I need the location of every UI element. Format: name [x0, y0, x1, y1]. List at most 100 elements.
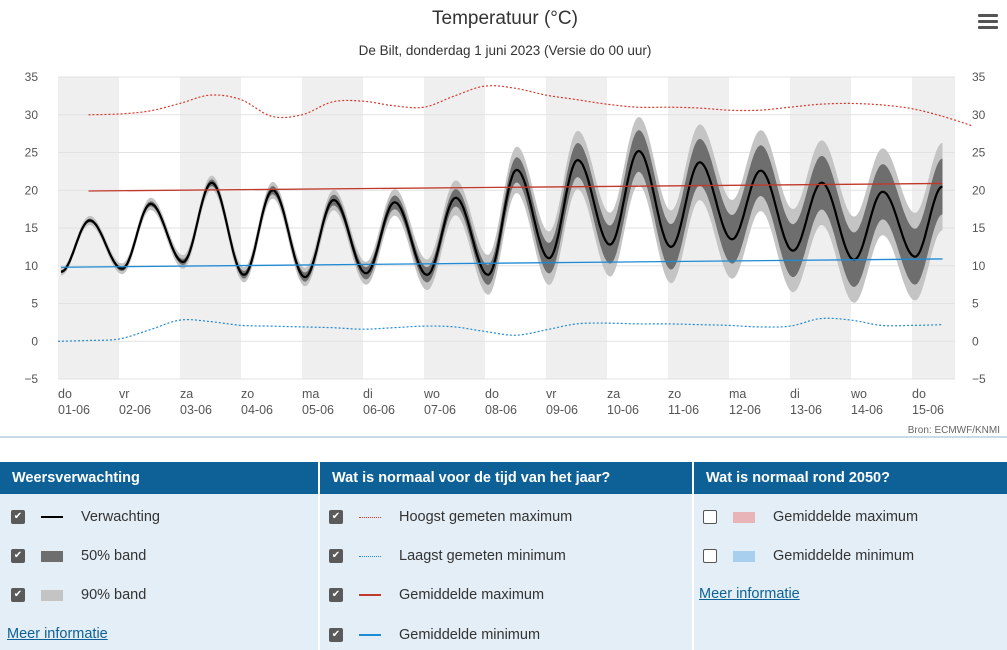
x-tick-day: do	[912, 387, 926, 401]
x-tick-date: 08-06	[485, 403, 517, 417]
forecast-line	[60, 149, 943, 279]
y-tick-label-left: 25	[25, 146, 39, 160]
legend-item-record-min[interactable]: ✔ Laagst gemeten minimum	[329, 546, 566, 566]
y-tick-label-left: 10	[25, 259, 39, 273]
normal-legend-header: Wat is normaal voor de tijd van het jaar…	[320, 462, 692, 494]
forecast-legend-header: Weersverwachting	[0, 462, 318, 494]
x-tick-date: 03-06	[180, 403, 212, 417]
band90-area	[61, 117, 943, 303]
normal-min-checkbox[interactable]: ✔	[329, 628, 343, 642]
x-tick-date: 13-06	[790, 403, 822, 417]
y-tick-label-left: 30	[25, 108, 39, 122]
legend-item-verwachting[interactable]: ✔ Verwachting	[11, 507, 160, 527]
x-tick-day: za	[180, 387, 193, 401]
x-tick-date: 05-06	[302, 403, 334, 417]
y-tick-label-right: 15	[972, 221, 986, 235]
band90-swatch	[41, 588, 67, 602]
x-tick-date: 12-06	[729, 403, 761, 417]
future-legend-panel: Wat is normaal rond 2050? Gemiddelde max…	[694, 462, 1007, 650]
x-tick-date: 10-06	[607, 403, 639, 417]
x-tick-day: wo	[423, 387, 440, 401]
y-tick-label-right: 0	[972, 334, 979, 348]
legend-item-future-min[interactable]: Gemiddelde minimum	[703, 546, 914, 566]
y-tick-label-right: 25	[972, 146, 986, 160]
legend-label: Laagst gemeten minimum	[399, 548, 566, 564]
verwachting-swatch	[41, 510, 67, 524]
chart-subtitle: De Bilt, donderdag 1 juni 2023 (Versie d…	[359, 43, 652, 58]
band50-area	[61, 130, 943, 287]
x-tick-date: 01-06	[58, 403, 90, 417]
x-tick-day: zo	[241, 387, 254, 401]
legend-label: Gemiddelde maximum	[399, 587, 545, 603]
y-tick-label-left: 35	[25, 70, 39, 84]
legend: Weersverwachting ✔ Verwachting ✔ 50% ban…	[0, 462, 1007, 650]
x-tick-date: 09-06	[546, 403, 578, 417]
x-tick-date: 06-06	[363, 403, 395, 417]
legend-label: Verwachting	[81, 509, 160, 525]
legend-item-normal-max[interactable]: ✔ Gemiddelde maximum	[329, 585, 544, 605]
normal-min-line	[61, 258, 943, 268]
x-tick-day: za	[607, 387, 620, 401]
record-max-line	[88, 85, 974, 127]
band90-checkbox[interactable]: ✔	[11, 588, 25, 602]
y-tick-label-right: 10	[972, 259, 986, 273]
record-max-checkbox[interactable]: ✔	[329, 510, 343, 524]
normal-legend-panel: Wat is normaal voor de tijd van het jaar…	[320, 462, 692, 650]
future-min-swatch	[733, 549, 759, 563]
normal-min-swatch	[359, 628, 385, 642]
chart-source: Bron: ECMWF/KNMI	[908, 425, 1000, 436]
x-tick-day: zo	[668, 387, 681, 401]
y-tick-label-left: 15	[25, 221, 39, 235]
x-tick-day: ma	[302, 387, 319, 401]
legend-label: 50% band	[81, 548, 147, 564]
legend-label: Gemiddelde minimum	[399, 627, 541, 643]
y-tick-label-right: 5	[972, 297, 979, 311]
legend-item-record-max[interactable]: ✔ Hoogst gemeten maximum	[329, 507, 572, 527]
temperature-chart: Temperatuur (°C) De Bilt, donderdag 1 jun…	[0, 8, 1007, 438]
chart-title: Temperatuur (°C)	[432, 8, 578, 29]
future-legend-header: Wat is normaal rond 2050?	[694, 462, 1007, 494]
future-min-checkbox[interactable]	[703, 549, 717, 563]
x-tick-date: 15-06	[912, 403, 944, 417]
x-tick-date: 14-06	[851, 403, 883, 417]
y-tick-label-right: −5	[972, 372, 986, 386]
record-min-line	[57, 317, 943, 342]
x-tick-day: ma	[729, 387, 746, 401]
legend-label: Gemiddelde maximum	[773, 509, 919, 525]
y-tick-label-left: −5	[24, 372, 38, 386]
y-tick-label-left: 5	[31, 297, 38, 311]
normal-max-swatch	[359, 588, 385, 602]
y-tick-label-right: 30	[972, 108, 986, 122]
normal-max-checkbox[interactable]: ✔	[329, 588, 343, 602]
legend-item-future-max[interactable]: Gemiddelde maximum	[703, 507, 918, 527]
x-tick-day: vr	[546, 387, 556, 401]
x-tick-day: do	[485, 387, 499, 401]
x-tick-day: di	[363, 387, 373, 401]
normal-max-line	[88, 182, 943, 192]
x-tick-date: 11-06	[668, 403, 699, 417]
y-tick-label-right: 35	[972, 70, 986, 84]
legend-item-normal-min[interactable]: ✔ Gemiddelde minimum	[329, 625, 540, 645]
menu-icon[interactable]	[978, 14, 998, 30]
forecast-more-info-link[interactable]: Meer informatie	[7, 626, 108, 642]
x-tick-date: 07-06	[424, 403, 456, 417]
future-max-checkbox[interactable]	[703, 510, 717, 524]
forecast-legend-panel: Weersverwachting ✔ Verwachting ✔ 50% ban…	[0, 462, 318, 650]
x-tick-day: wo	[850, 387, 867, 401]
future-more-info-link[interactable]: Meer informatie	[699, 586, 800, 602]
x-tick-date: 04-06	[241, 403, 273, 417]
future-max-swatch	[733, 510, 759, 524]
record-max-swatch	[359, 510, 385, 524]
record-min-checkbox[interactable]: ✔	[329, 549, 343, 563]
band50-swatch	[41, 549, 67, 563]
legend-item-band90[interactable]: ✔ 90% band	[11, 585, 146, 605]
x-tick-day: di	[790, 387, 800, 401]
verwachting-checkbox[interactable]: ✔	[11, 510, 25, 524]
x-tick-day: do	[58, 387, 72, 401]
legend-item-band50[interactable]: ✔ 50% band	[11, 546, 146, 566]
chart-canvas: Temperatuur (°C) De Bilt, donderdag 1 jun…	[24, 8, 1000, 436]
x-tick-day: vr	[119, 387, 129, 401]
y-tick-label-right: 20	[972, 183, 986, 197]
band50-checkbox[interactable]: ✔	[11, 549, 25, 563]
y-tick-label-left: 0	[31, 334, 38, 348]
